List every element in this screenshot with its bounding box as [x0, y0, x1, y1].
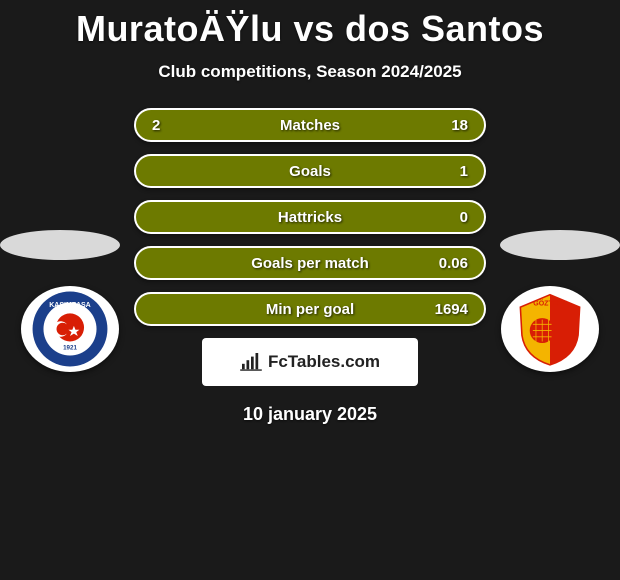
svg-text:KASIMPAŞA: KASIMPAŞA: [49, 302, 90, 309]
stat-left-value: 2: [152, 117, 192, 134]
watermark-text: FcTables.com: [268, 352, 380, 372]
player-photo-left: [0, 230, 120, 260]
bar-chart-icon: [240, 353, 262, 371]
stat-right-value: 1: [428, 163, 468, 180]
stat-row: Hattricks 0: [134, 200, 486, 234]
stat-right-value: 0.06: [428, 255, 468, 272]
stats-list: 2 Matches 18 Goals 1 Hattricks 0 Goals p…: [134, 108, 486, 326]
club-crest-left: KASIMPAŞA 1921: [21, 286, 119, 372]
svg-text:GÖZTEPE: GÖZTEPE: [533, 299, 567, 308]
stat-right-value: 18: [428, 117, 468, 134]
date-label: 10 january 2025: [0, 404, 620, 425]
fctables-link[interactable]: FcTables.com: [202, 338, 418, 386]
kasimpasa-crest-icon: KASIMPAŞA 1921: [31, 290, 109, 368]
stat-right-value: 0: [428, 209, 468, 226]
stat-right-value: 1694: [428, 301, 468, 318]
page-title: MuratoÄŸlu vs dos Santos: [0, 8, 620, 50]
stat-row: Min per goal 1694: [134, 292, 486, 326]
svg-text:1921: 1921: [63, 344, 77, 351]
player-photo-right: [500, 230, 620, 260]
club-crest-right: GÖZTEPE: [501, 286, 599, 372]
subtitle: Club competitions, Season 2024/2025: [0, 62, 620, 82]
stat-row: 2 Matches 18: [134, 108, 486, 142]
stat-row: Goals 1: [134, 154, 486, 188]
goztepe-crest-icon: GÖZTEPE: [511, 290, 589, 368]
comparison-area: KASIMPAŞA 1921 GÖZTEPE 2 Matches 18: [0, 108, 620, 425]
stat-row: Goals per match 0.06: [134, 246, 486, 280]
